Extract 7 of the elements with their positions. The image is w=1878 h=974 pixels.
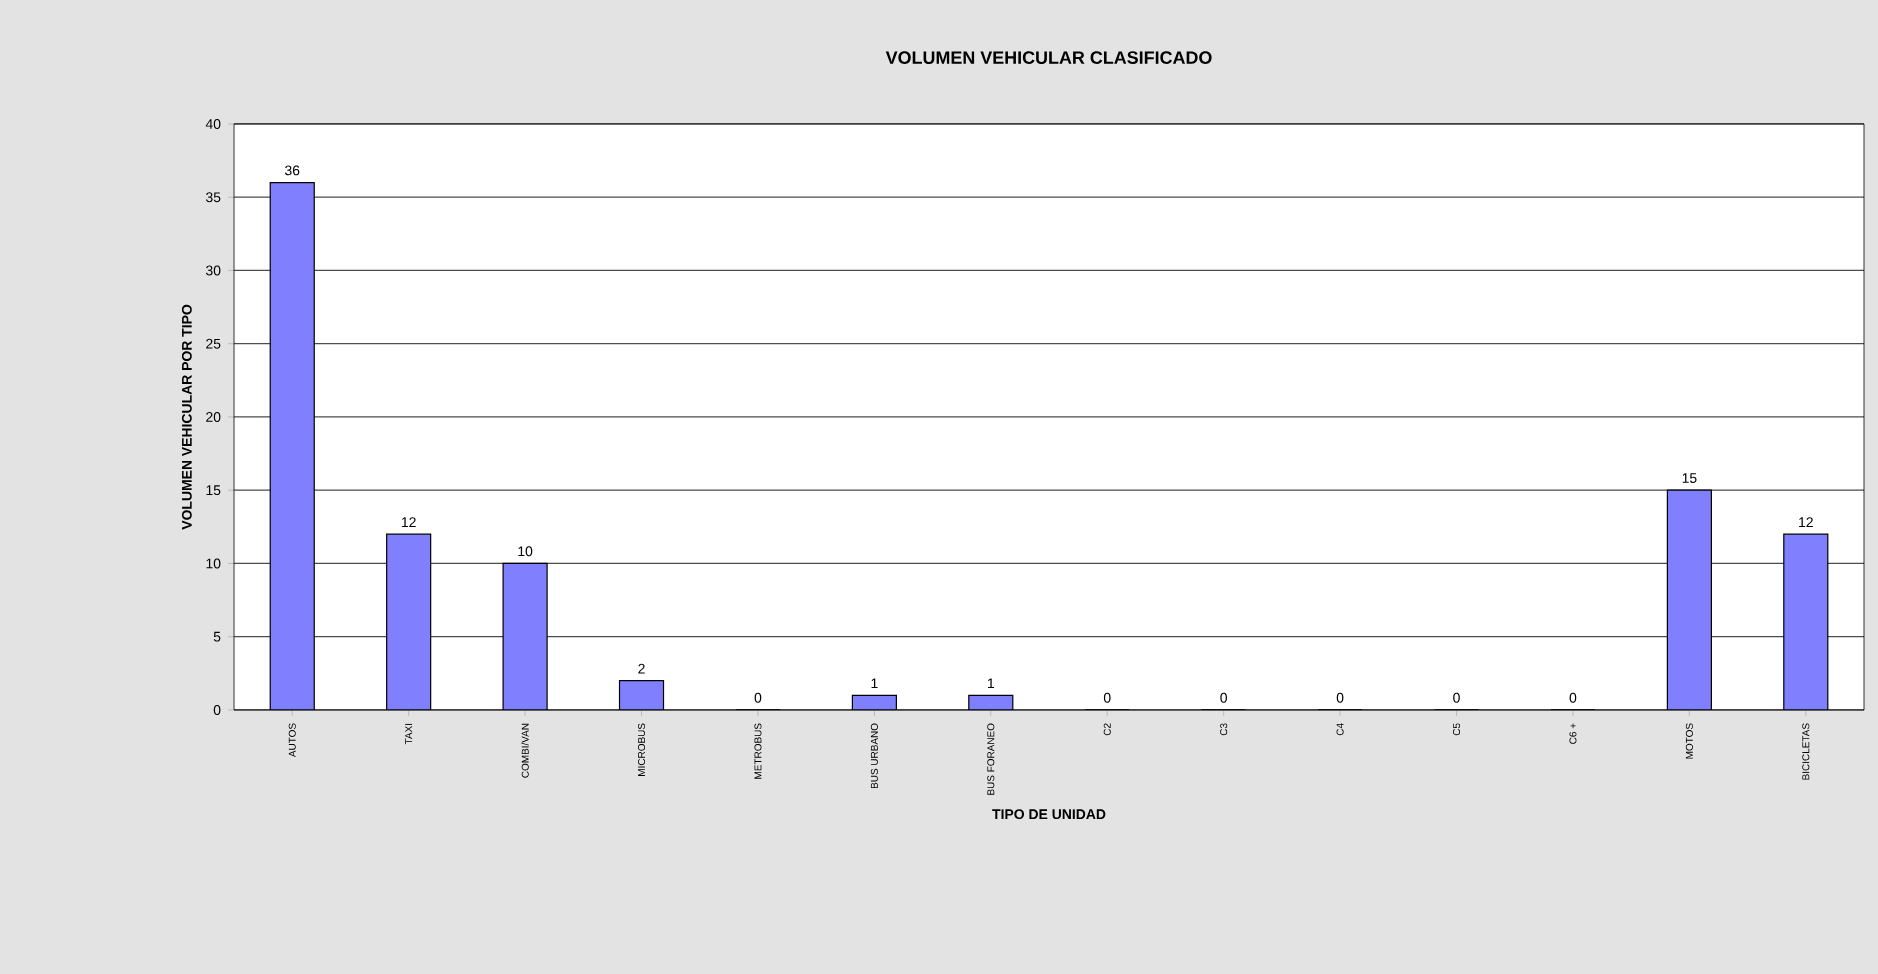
bar bbox=[386, 533, 432, 710]
bar bbox=[1783, 533, 1829, 710]
bar bbox=[618, 680, 665, 710]
bar bbox=[502, 562, 548, 710]
bar bbox=[1666, 489, 1712, 710]
chart-title: VOLUMEN VEHICULAR CLASIFICADO bbox=[885, 51, 1212, 64]
bar bbox=[269, 181, 315, 710]
